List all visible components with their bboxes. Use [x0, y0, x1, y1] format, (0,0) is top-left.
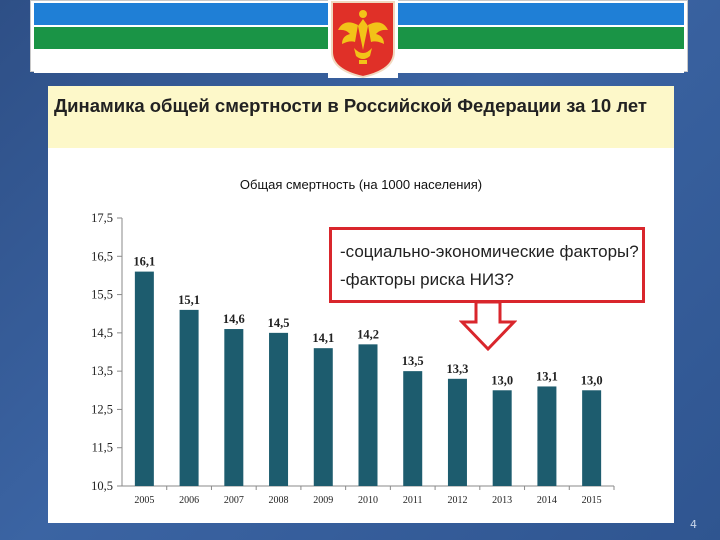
down-arrow-icon [459, 300, 517, 352]
slide-title: Динамика общей смертности в Российской Ф… [54, 95, 647, 116]
y-tick-label: 16,5 [91, 249, 113, 263]
bar [313, 348, 333, 486]
callout-box: -социально-экономические факторы? -факто… [329, 227, 645, 303]
bar-value-label: 13,0 [491, 373, 513, 387]
bar [179, 309, 199, 486]
bar-value-label: 14,2 [357, 327, 379, 341]
y-tick-label: 14,5 [91, 326, 113, 340]
bar [492, 390, 512, 486]
bar-value-label: 13,5 [402, 354, 424, 368]
coat-of-arms-icon [328, 0, 398, 79]
x-tick-label: 2006 [179, 495, 199, 506]
bar [403, 371, 423, 486]
bar-value-label: 15,1 [178, 293, 200, 307]
bar [447, 378, 467, 486]
slide-content: Динамика общей смертности в Российской Ф… [48, 86, 674, 523]
y-tick-label: 13,5 [91, 364, 113, 378]
x-tick-label: 2014 [537, 495, 557, 506]
y-tick-label: 10,5 [91, 479, 113, 493]
bar [269, 332, 289, 486]
page-number: 4 [690, 518, 697, 531]
bar [134, 271, 154, 486]
x-tick-label: 2015 [582, 495, 602, 506]
bar-value-label: 13,3 [447, 362, 469, 376]
bar-value-label: 14,5 [268, 316, 290, 330]
y-tick-label: 11,5 [92, 441, 113, 455]
bar-value-label: 13,0 [581, 373, 603, 387]
x-tick-label: 2012 [447, 495, 467, 506]
callout-line-2: -факторы риска НИЗ? [340, 270, 514, 289]
bar-value-label: 13,1 [536, 369, 558, 383]
bar [537, 386, 557, 486]
x-tick-label: 2007 [224, 495, 244, 506]
x-tick-label: 2008 [269, 495, 289, 506]
bar-value-label: 16,1 [133, 255, 155, 269]
bar [358, 344, 378, 486]
bar-value-label: 14,1 [312, 331, 334, 345]
bar-value-label: 14,6 [223, 312, 245, 326]
y-tick-label: 15,5 [91, 288, 113, 302]
bar-chart: 10,5 11,5 12,5 13,5 14,5 15,5 16,5 17,5 16,1 2005… [91, 211, 615, 506]
title-band [48, 86, 674, 148]
x-tick-label: 2010 [358, 495, 378, 506]
chart-title: Общая смертность (на 1000 населения) [239, 177, 483, 192]
bar [582, 390, 602, 486]
x-tick-label: 2005 [134, 495, 154, 506]
x-tick-label: 2011 [403, 495, 423, 506]
callout-line-1: -социально-экономические факторы? [340, 242, 639, 261]
x-tick-label: 2009 [313, 495, 333, 506]
x-tick-label: 2013 [492, 495, 512, 506]
y-tick-label: 12,5 [91, 402, 113, 416]
y-tick-label: 17,5 [91, 211, 113, 225]
bar [224, 329, 244, 486]
